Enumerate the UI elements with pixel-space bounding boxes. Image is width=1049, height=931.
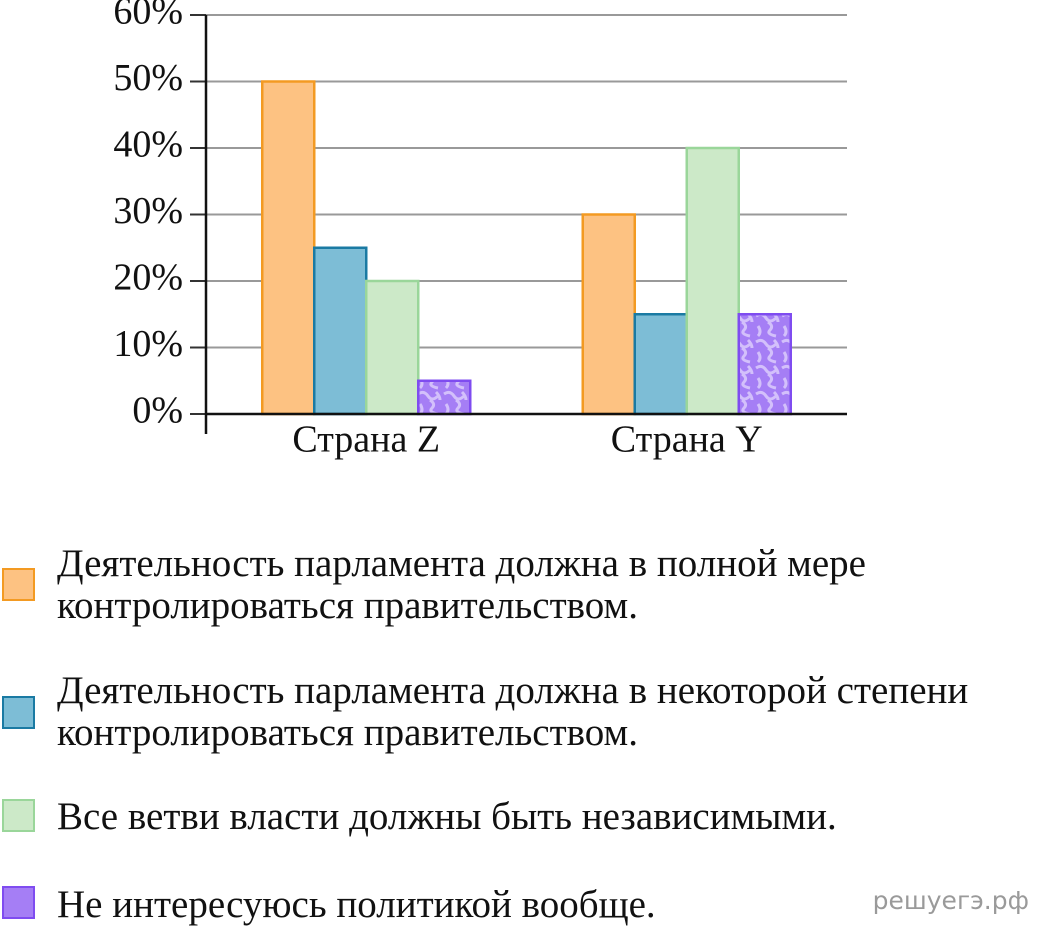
- legend-swatch: [2, 568, 35, 601]
- bar: [261, 80, 316, 416]
- legend-label: Деятельность парламента должна в полной …: [57, 542, 866, 627]
- bar: [633, 313, 688, 416]
- x-tick-label: Страна Y: [611, 419, 763, 461]
- bar: [365, 279, 420, 416]
- legend-swatch: [2, 799, 35, 832]
- x-tick-label: Страна Z: [292, 419, 440, 461]
- y-tick-label: 50%: [113, 57, 183, 99]
- y-tick-label: 30%: [113, 190, 183, 232]
- legend-label: Деятельность парламента должна в некотор…: [57, 669, 969, 754]
- legend-swatch: [2, 886, 35, 919]
- y-tick-label: 40%: [113, 124, 183, 166]
- bar: [685, 146, 740, 416]
- bar: [313, 246, 368, 416]
- bar: [417, 379, 472, 416]
- chart: 0% 10% 20% 30% 40% 50% 60% Страна Z Страна Y: [113, 0, 847, 461]
- watermark: решуегэ.рф: [872, 886, 1029, 915]
- bar: [737, 313, 792, 416]
- legend-swatch: [2, 696, 35, 729]
- y-tick-label: 20%: [113, 257, 183, 299]
- legend-label: Все ветви власти должны быть независимым…: [57, 795, 837, 838]
- bar: [581, 213, 636, 416]
- y-tick-label: 10%: [113, 323, 183, 365]
- y-tick-label: 0%: [132, 390, 183, 432]
- y-tick-label: 60%: [113, 0, 183, 33]
- legend-label: Не интересуюсь политикой вообще.: [57, 883, 656, 926]
